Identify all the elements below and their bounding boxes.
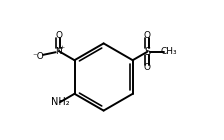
- Text: ⁻O: ⁻O: [32, 52, 44, 60]
- Text: CH₃: CH₃: [161, 47, 177, 56]
- Text: NH₂: NH₂: [51, 97, 69, 107]
- Text: O: O: [144, 31, 151, 40]
- Text: N: N: [55, 47, 62, 56]
- Text: O: O: [144, 63, 151, 72]
- Text: S: S: [144, 47, 150, 57]
- Text: +: +: [60, 45, 65, 50]
- Text: O: O: [55, 31, 62, 39]
